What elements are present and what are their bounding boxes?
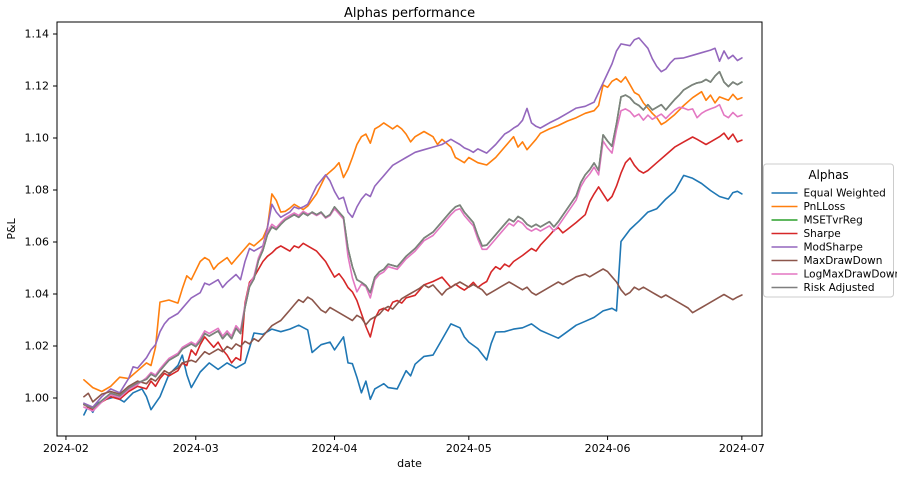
series-line-modsharpe (84, 38, 742, 407)
series-line-pnlloss (84, 77, 742, 392)
legend-label: MSETvrReg (804, 215, 863, 227)
y-tick-label: 1.06 (25, 235, 50, 248)
legend-label: Equal Weighted (804, 188, 886, 200)
y-tick-label: 1.12 (25, 80, 50, 93)
legend-label: MaxDrawDown (804, 255, 883, 267)
x-tick-label: 2024-05 (446, 442, 492, 455)
series-layer (84, 38, 742, 415)
axes-layer: 2024-02 2024-03 2024-04 2024-05 2024-06 2024-… (25, 22, 765, 455)
y-tick-label: 1.04 (25, 287, 50, 300)
x-tick-label: 2024-02 (43, 442, 89, 455)
x-tick-label: 2024-04 (312, 442, 358, 455)
legend-title: Alphas (808, 168, 848, 182)
y-tick-label: 1.10 (25, 132, 50, 145)
legend-label: Sharpe (804, 228, 841, 240)
y-axis-label: P&L (5, 217, 18, 239)
x-tick-label: 2024-06 (585, 442, 631, 455)
series-line-logmaxdrawdown (84, 105, 742, 411)
chart-title: Alphas performance (344, 6, 475, 21)
legend-label: PnLLoss (804, 201, 846, 213)
y-tick-label: 1.14 (25, 28, 50, 41)
y-tick-label: 1.00 (25, 391, 50, 404)
x-axis-label: date (397, 457, 422, 470)
y-tick-label: 1.02 (25, 339, 50, 352)
x-tick-label: 2024-03 (173, 442, 219, 455)
legend-label: LogMaxDrawDown (804, 269, 897, 281)
legend-label: ModSharpe (804, 242, 863, 254)
y-tick-label: 1.08 (25, 184, 50, 197)
x-tick-label: 2024-07 (719, 442, 765, 455)
legend-label: Risk Adjusted (804, 282, 875, 294)
